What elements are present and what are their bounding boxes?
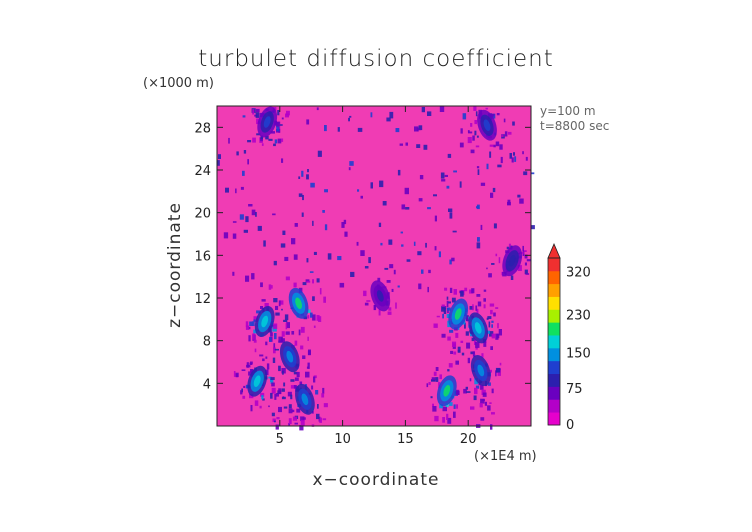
colorbar-segment <box>548 270 560 285</box>
colorbar-segment <box>548 386 560 400</box>
y-tick-label: 12 <box>194 292 211 307</box>
colorbar-segment <box>548 347 560 362</box>
annotation-y-level: y=100 m <box>540 104 596 118</box>
x-tick-label: 15 <box>397 432 414 447</box>
colorbar: 320 230 150 75 0 <box>547 242 591 433</box>
hotspot-8-level-2 <box>477 364 485 377</box>
colorbar-tick-label: 75 <box>566 382 583 397</box>
colorbar-extend-arrow <box>547 242 561 259</box>
hotspot-0-level-2 <box>295 297 303 310</box>
hotspot-2-level-2 <box>286 350 294 363</box>
hotspot-10-level-2 <box>483 119 491 131</box>
colorbar-segment <box>548 373 560 387</box>
hotspot-5-level-2 <box>454 308 462 320</box>
colorbar-segment <box>548 412 560 426</box>
colorbar-segment <box>548 296 560 310</box>
annotation-time: t=8800 sec <box>540 119 610 133</box>
x-tick-label: 20 <box>460 432 477 447</box>
y-axis-label: z−coordinate <box>165 202 185 328</box>
colorbar-segment <box>548 283 560 297</box>
hotspot-4-level-2 <box>301 393 309 406</box>
colorbar-segment <box>548 399 560 413</box>
hotspot-6-level-2 <box>474 322 482 334</box>
y-tick-label: 24 <box>194 164 211 179</box>
plot-frame <box>216 105 532 427</box>
x-axis-label: x−coordinate <box>312 470 440 490</box>
hotspot-11-level-2 <box>508 254 516 267</box>
x-tick-label: 5 <box>276 432 284 447</box>
colorbar-tick-label: 0 <box>566 418 574 433</box>
y-tick-label: 20 <box>194 207 211 222</box>
colorbar-tick-label: 320 <box>566 265 591 280</box>
y-tick-label: 16 <box>194 249 211 264</box>
y-tick-label: 8 <box>203 335 211 350</box>
hotspot-9-level-2 <box>263 116 271 128</box>
x-tick-label: 10 <box>334 432 351 447</box>
colorbar-tick-label: 150 <box>566 346 591 361</box>
colorbar-segment <box>548 258 560 272</box>
y-axis-ticks: 4 8 12 16 20 24 28 <box>194 121 531 392</box>
plot-border <box>216 105 532 427</box>
x-axis-ticks: 5 10 15 20 <box>276 106 477 447</box>
colorbar-tick-label: 230 <box>566 308 591 323</box>
hotspot-1-level-2 <box>261 315 269 328</box>
y-tick-label: 28 <box>194 121 211 136</box>
colorbar-border <box>547 257 561 426</box>
y-axis-unit: (×1000 m) <box>143 76 214 91</box>
hotspot-12-level-2 <box>376 290 384 302</box>
hotspot-7-level-2 <box>443 385 451 397</box>
y-tick-label: 4 <box>203 377 211 392</box>
colorbar-segment <box>548 322 560 336</box>
colorbar-segment <box>548 309 560 323</box>
colorbar-segment <box>548 360 560 375</box>
x-axis-unit: (×1E4 m) <box>474 449 537 464</box>
colorbar-segment <box>548 335 560 349</box>
heatmap-field <box>217 106 535 431</box>
hotspot-3-level-2 <box>253 375 261 387</box>
chart-title: turbulet diffusion coefficient <box>198 46 554 72</box>
